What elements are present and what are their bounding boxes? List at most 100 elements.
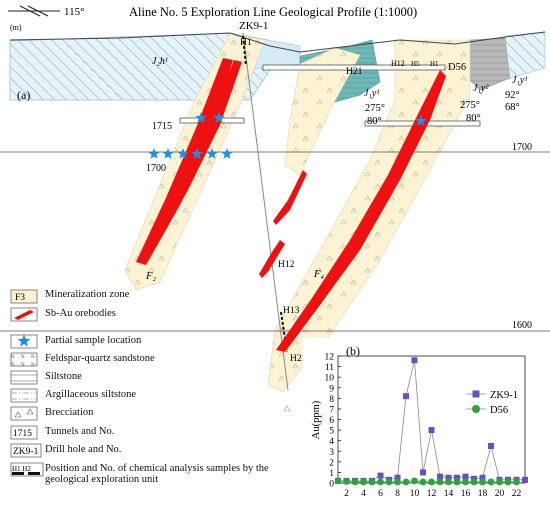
legend-symbol-zone bbox=[10, 289, 38, 304]
sample-label-h1-tunnel: H1 bbox=[430, 60, 439, 68]
legend-symbols: F3 1715 ZK9-1 H1 H2 bbox=[10, 289, 44, 477]
point-zk9-1 bbox=[428, 427, 435, 434]
direction-label: 115° bbox=[64, 6, 85, 18]
point-d56 bbox=[419, 478, 427, 486]
sample-label-h1-drill: H1 bbox=[240, 38, 252, 48]
point-d56 bbox=[496, 478, 503, 486]
y-tick-label: 3 bbox=[329, 448, 334, 458]
legend-item-mineralization: Mineralization zone bbox=[10, 289, 280, 305]
direction-indicator: 115° bbox=[8, 5, 85, 18]
legend-label: Siltstone bbox=[45, 371, 82, 382]
legend-label: Partial sample location bbox=[45, 335, 142, 346]
elevation-label-1600: 1600 bbox=[512, 320, 532, 331]
legend-symbol-tunnel bbox=[10, 425, 38, 440]
y-tick-label: 11 bbox=[325, 363, 334, 373]
elevation-label-1700-left: 1700 bbox=[146, 163, 166, 174]
legend-label: Brecciation bbox=[45, 407, 94, 418]
sample-labels: H1 H21 H12 H5 H1 D56 H12 H13 H23 bbox=[240, 38, 466, 364]
hatched-layer-far-right bbox=[504, 31, 546, 79]
y-tick-label: 1 bbox=[329, 469, 334, 479]
sample-star bbox=[191, 148, 203, 159]
point-d56 bbox=[428, 478, 435, 486]
point-zk9-1 bbox=[403, 393, 409, 400]
sample-star bbox=[195, 112, 207, 123]
series-line-d56 bbox=[337, 480, 517, 483]
attitude-labels: 275° 80° 275° 80° 92° 68° bbox=[365, 90, 520, 127]
legend-label: Drill hole and No. bbox=[45, 444, 122, 455]
point-d56 bbox=[334, 477, 342, 485]
sample-label-h12-lower: H12 bbox=[278, 260, 295, 270]
tunnel-upper bbox=[262, 64, 446, 71]
orebodies bbox=[136, 58, 446, 352]
point-zk9-1 bbox=[411, 357, 418, 364]
point-d56 bbox=[368, 478, 376, 486]
point-d56 bbox=[479, 478, 486, 486]
y-tick-label: 6 bbox=[329, 416, 334, 426]
point-d56 bbox=[360, 478, 367, 486]
legend-label: Argillaceous siltstone bbox=[45, 389, 137, 400]
stratum-label-j2h1: J₂h¹ bbox=[152, 56, 168, 67]
x-tick-label: 18 bbox=[478, 489, 488, 499]
chart-legend-zk-label: ZK9-1 bbox=[490, 390, 518, 401]
sample-star bbox=[415, 115, 427, 126]
orebody-left-a bbox=[136, 58, 233, 265]
point-d56 bbox=[385, 478, 393, 486]
point-d56 bbox=[513, 478, 520, 486]
legend-label: Sb-Au orebodies bbox=[45, 308, 116, 319]
elevation-label-1700-right: 1700 bbox=[512, 142, 532, 153]
inset-chart-panel bbox=[302, 337, 546, 513]
orebody-left-b bbox=[150, 60, 242, 240]
point-zk9-1 bbox=[437, 473, 443, 480]
point-zk9-1 bbox=[488, 442, 494, 449]
attitude-1-dipdir: 275° bbox=[365, 103, 385, 114]
attitude-3-dipdir: 92° bbox=[505, 90, 520, 101]
attitude-2-dipdir: 275° bbox=[460, 100, 480, 111]
legend-label: Tunnels and No. bbox=[45, 426, 115, 437]
sample-star bbox=[206, 148, 218, 159]
legend-symbol-drill-text: ZK9-1 bbox=[13, 447, 39, 457]
point-d56 bbox=[343, 478, 350, 485]
attitude-2-dip: 80° bbox=[466, 113, 481, 124]
orebody-small-lower bbox=[259, 240, 285, 278]
point-d56 bbox=[436, 478, 444, 486]
point-d56 bbox=[351, 478, 359, 486]
y-tick-label: 8 bbox=[329, 395, 334, 405]
unit-label: (m) bbox=[10, 23, 22, 32]
x-tick-label: 4 bbox=[361, 489, 366, 499]
stratum-label-j1y1-right: J₁y¹ bbox=[512, 75, 527, 86]
chart-legend-d56-marker bbox=[472, 405, 480, 413]
panel-b-label: (b) bbox=[346, 344, 360, 358]
drill-hole-label: ZK9-1 bbox=[239, 20, 268, 32]
point-d56 bbox=[394, 478, 401, 486]
legend-symbol-argillaceous bbox=[10, 388, 38, 403]
legend-item-brecciation: Brecciation bbox=[10, 407, 280, 423]
orebody-small-upper bbox=[273, 170, 307, 225]
sample-star bbox=[221, 148, 233, 159]
point-zk9-1 bbox=[462, 473, 469, 480]
x-tick-label: 6 bbox=[378, 489, 383, 499]
point-zk9-1 bbox=[522, 476, 528, 483]
elevation-label-1715: 1715 bbox=[152, 121, 172, 132]
stratum-label-j1y2: J₁y² bbox=[473, 83, 489, 94]
legend-symbol-zone-text: F3 bbox=[15, 293, 25, 303]
point-zk9-1 bbox=[445, 474, 452, 481]
figure-title: Aline No. 5 Exploration Line Geological … bbox=[129, 5, 417, 19]
legend-symbol-orebody bbox=[14, 310, 34, 320]
x-tick-label: 22 bbox=[512, 489, 522, 499]
attitude-1-dip: 80° bbox=[367, 116, 382, 127]
legend-item-orebodies: Sb-Au orebodies bbox=[10, 308, 280, 324]
zone-upper-mid bbox=[284, 47, 361, 176]
attitude-3-dip: 68° bbox=[505, 102, 520, 113]
stratum-labels: J₂h¹ J₁y¹ J₁y² J₁y¹ bbox=[152, 56, 527, 99]
legend-item-samples: Position and No. of chemical analysis sa… bbox=[10, 463, 280, 485]
point-d56 bbox=[462, 478, 469, 486]
stratum-label-j1y1-mid: J₁y¹ bbox=[364, 88, 379, 99]
sample-label-h21: H21 bbox=[346, 67, 363, 77]
point-d56 bbox=[487, 478, 495, 486]
y-tick-label: 9 bbox=[329, 384, 334, 394]
x-tick-label: 14 bbox=[444, 489, 454, 499]
sample-star bbox=[177, 148, 189, 159]
